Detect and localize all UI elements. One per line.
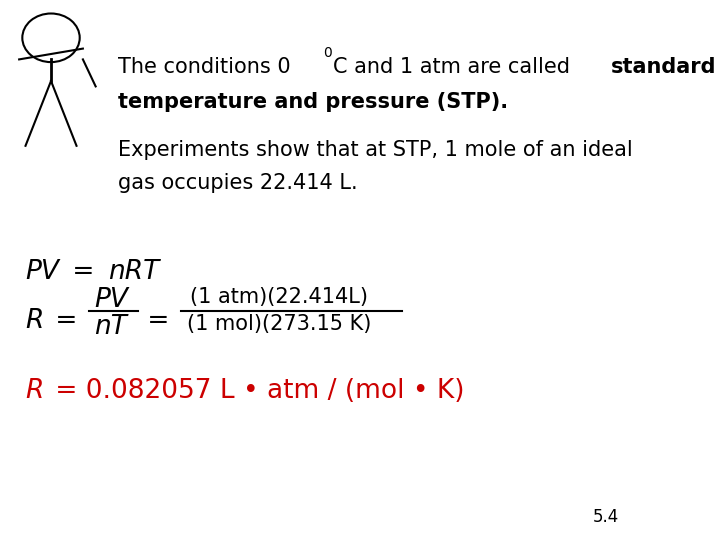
Text: R: R	[25, 378, 44, 404]
Text: standard: standard	[611, 57, 716, 77]
Text: =: =	[139, 308, 178, 334]
Text: = 0.082057 L • atm / (mol • K): = 0.082057 L • atm / (mol • K)	[47, 378, 464, 404]
Text: PV: PV	[25, 259, 59, 285]
Text: nT: nT	[94, 314, 127, 340]
Text: nRT: nRT	[109, 259, 160, 285]
Text: PV: PV	[94, 287, 128, 313]
Text: (1 mol)(273.15 K): (1 mol)(273.15 K)	[186, 314, 371, 334]
Text: 0: 0	[323, 46, 331, 60]
Text: Experiments show that at STP, 1 mole of an ideal: Experiments show that at STP, 1 mole of …	[118, 140, 633, 160]
Text: (1 atm)(22.414L): (1 atm)(22.414L)	[190, 287, 368, 307]
Text: C and 1 atm are called: C and 1 atm are called	[333, 57, 577, 77]
Text: R: R	[25, 308, 44, 334]
Text: =: =	[64, 259, 103, 285]
Text: gas occupies 22.414 L.: gas occupies 22.414 L.	[118, 173, 358, 193]
Text: 5.4: 5.4	[593, 509, 618, 526]
Text: =: =	[47, 308, 85, 334]
Text: The conditions 0: The conditions 0	[118, 57, 297, 77]
Text: temperature and pressure (STP).: temperature and pressure (STP).	[118, 92, 508, 112]
